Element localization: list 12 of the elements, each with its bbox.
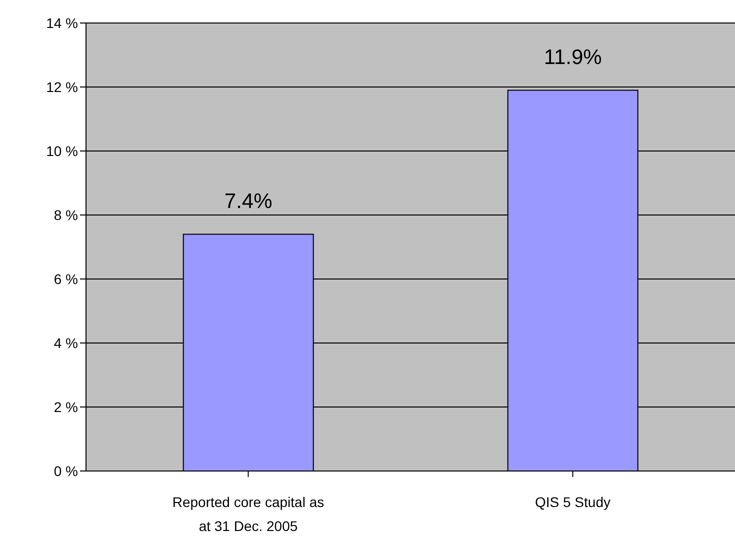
x-tick-label: QIS 5 Study (535, 494, 610, 510)
x-tick-label: Reported core capital as at 31 Dec. 2005 (172, 494, 324, 534)
y-tick-label: 4 % (54, 334, 78, 351)
y-tick-label: 0 % (54, 462, 78, 479)
data-label: 7.4% (224, 190, 272, 214)
y-tick-label: 14 % (46, 14, 78, 31)
y-tick-label: 2 % (54, 398, 78, 415)
y-tick-label: 12 % (46, 78, 78, 95)
y-tick-label: 10 % (46, 142, 78, 159)
data-label: 11.9% (544, 46, 602, 70)
y-tick-label: 6 % (54, 270, 78, 287)
y-tick-label: 8 % (54, 206, 78, 223)
